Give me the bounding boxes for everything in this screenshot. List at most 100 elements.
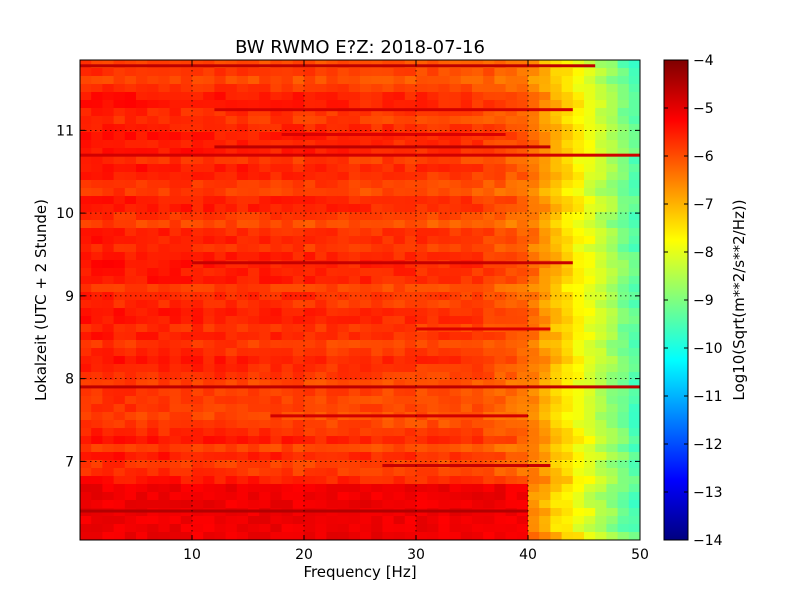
heatmap-cell	[393, 364, 406, 373]
heatmap-cell	[472, 260, 484, 269]
heatmap-cell	[505, 132, 518, 141]
heatmap-cell	[472, 188, 484, 197]
heatmap-cell	[438, 180, 451, 189]
heatmap-cell	[102, 492, 115, 501]
heatmap-cell	[460, 388, 473, 397]
heatmap-cell	[539, 84, 551, 93]
heatmap-cell	[617, 268, 630, 277]
heatmap-cell	[192, 444, 204, 453]
horizontal-band-feature	[214, 108, 573, 112]
heatmap-cell	[192, 252, 204, 261]
heatmap-cell	[136, 348, 148, 357]
heatmap-cell	[203, 260, 215, 269]
heatmap-cell	[584, 492, 596, 501]
heatmap-cell	[91, 364, 103, 373]
heatmap-cell	[91, 500, 103, 509]
heatmap-cell	[550, 124, 563, 133]
heatmap-cell	[516, 116, 529, 125]
heatmap-cell	[102, 532, 115, 540]
heatmap-cell	[169, 356, 182, 365]
heatmap-cell	[348, 316, 361, 325]
heatmap-cell	[628, 532, 640, 540]
heatmap-cell	[348, 516, 361, 525]
heatmap-cell	[248, 404, 260, 413]
heatmap-cell	[192, 180, 204, 189]
heatmap-cell	[360, 372, 372, 381]
heatmap-cell	[494, 404, 507, 413]
heatmap-cell	[203, 220, 215, 229]
heatmap-cell	[102, 388, 115, 397]
heatmap-cell	[427, 332, 439, 341]
heatmap-cell	[80, 268, 92, 277]
heatmap-cell	[438, 500, 451, 509]
heatmap-cell	[292, 228, 305, 237]
heatmap-cell	[427, 428, 439, 437]
heatmap-cell	[270, 212, 283, 221]
heatmap-cell	[371, 100, 383, 109]
heatmap-cell	[483, 444, 495, 453]
heatmap-cell	[147, 340, 159, 349]
heatmap-cell	[281, 348, 294, 357]
heatmap-cell	[494, 244, 507, 253]
heatmap-cell	[169, 452, 182, 461]
heatmap-cell	[348, 236, 361, 245]
heatmap-cell	[169, 284, 182, 293]
heatmap-cell	[360, 348, 372, 357]
heatmap-cell	[584, 156, 596, 165]
heatmap-cell	[203, 300, 215, 309]
heatmap-cell	[561, 372, 574, 381]
heatmap-cell	[124, 196, 137, 205]
heatmap-cell	[124, 492, 137, 501]
heatmap-cell	[292, 180, 305, 189]
heatmap-cell	[270, 436, 283, 445]
heatmap-cell	[438, 308, 451, 317]
heatmap-cell	[416, 524, 428, 533]
heatmap-cell	[192, 308, 204, 317]
heatmap-cell	[337, 172, 350, 181]
heatmap-cell	[102, 132, 115, 141]
heatmap-cell	[214, 68, 227, 77]
heatmap-cell	[281, 380, 294, 389]
heatmap-cell	[281, 468, 294, 477]
heatmap-cell	[326, 84, 339, 93]
heatmap-cell	[539, 348, 551, 357]
heatmap-cell	[304, 116, 316, 125]
heatmap-cell	[348, 76, 361, 85]
heatmap-cell	[360, 140, 372, 149]
heatmap-cell	[248, 364, 260, 373]
heatmap-cell	[180, 308, 193, 317]
heatmap-cell	[584, 276, 596, 285]
heatmap-cell	[528, 164, 540, 173]
heatmap-cell	[393, 484, 406, 493]
heatmap-cell	[169, 76, 182, 85]
heatmap-cell	[248, 396, 260, 405]
heatmap-cell	[371, 292, 383, 301]
heatmap-cell	[516, 260, 529, 269]
heatmap-cell	[281, 244, 294, 253]
heatmap-cell	[416, 500, 428, 509]
heatmap-cell	[393, 396, 406, 405]
heatmap-cell	[136, 212, 148, 221]
heatmap-cell	[91, 268, 103, 277]
heatmap-cell	[371, 324, 383, 333]
horizontal-band-feature	[416, 327, 551, 331]
heatmap-cell	[169, 268, 182, 277]
heatmap-cell	[606, 468, 619, 477]
heatmap-cell	[371, 396, 383, 405]
heatmap-cell	[102, 260, 115, 269]
heatmap-cell	[158, 460, 171, 469]
heatmap-cell	[169, 68, 182, 77]
heatmap-cell	[516, 212, 529, 221]
heatmap-cell	[393, 204, 406, 213]
heatmap-cell	[337, 532, 350, 540]
heatmap-cell	[348, 492, 361, 501]
heatmap-cell	[382, 444, 395, 453]
heatmap-cell	[169, 252, 182, 261]
heatmap-cell	[124, 404, 137, 413]
heatmap-cell	[326, 460, 339, 469]
heatmap-cell	[136, 388, 148, 397]
heatmap-cell	[528, 524, 540, 533]
y-tick-label: 11	[56, 123, 74, 139]
heatmap-cell	[584, 252, 596, 261]
heatmap-cell	[180, 444, 193, 453]
